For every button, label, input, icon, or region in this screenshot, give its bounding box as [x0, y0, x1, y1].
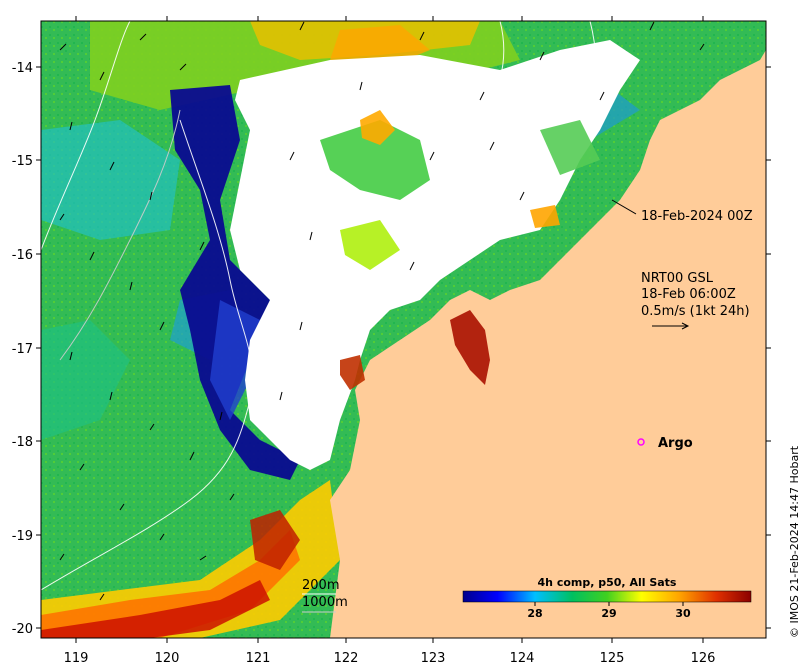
y-tick-label: -16 [12, 248, 33, 263]
date-pointer-line [611, 199, 637, 215]
x-tick-label: 123 [421, 651, 446, 666]
contour-200m-label: 200m [302, 578, 339, 593]
colorbar-gradient [462, 590, 752, 603]
current-scale-arrow [652, 322, 690, 330]
y-axis-labels: -14 -15 -16 -17 -18 -19 -20 [12, 61, 33, 637]
axis-ticks [36, 16, 771, 643]
colorbar-tick-label: 29 [601, 607, 616, 620]
x-tick-label: 125 [600, 651, 625, 666]
colorbar-tick-label: 30 [675, 607, 691, 620]
argo-label: Argo [658, 436, 693, 451]
date-annotation: 18-Feb-2024 00Z [641, 209, 753, 224]
colorbar: 4h comp, p50, All Sats 28 29 30 [462, 576, 752, 620]
x-tick-label: 121 [246, 651, 271, 666]
y-tick-label: -15 [12, 154, 33, 169]
x-tick-label: 122 [334, 651, 359, 666]
argo-float-marker [637, 438, 645, 446]
y-tick-label: -19 [12, 529, 33, 544]
x-tick-label: 119 [64, 651, 89, 666]
current-scale-label: 0.5m/s (1kt 24h) [641, 304, 750, 319]
x-axis-labels: 119 120 121 122 123 124 125 126 [64, 651, 716, 666]
current-product-title: NRT00 GSL [641, 271, 714, 286]
x-tick-label: 120 [155, 651, 180, 666]
colorbar-title: 4h comp, p50, All Sats [538, 576, 677, 589]
current-vectors [59, 21, 705, 601]
plot-area [41, 21, 766, 638]
y-tick-label: -17 [12, 342, 33, 357]
x-tick-label: 124 [510, 651, 535, 666]
y-tick-label: -14 [12, 61, 33, 76]
plot-frame [40, 20, 767, 639]
y-tick-label: -18 [12, 435, 33, 450]
y-tick-label: -20 [12, 622, 33, 637]
colorbar-tick-label: 28 [527, 607, 542, 620]
imos-credit: © IMOS 21-Feb-2024 14:47 Hobart [788, 445, 801, 638]
x-tick-label: 126 [691, 651, 716, 666]
current-timestamp: 18-Feb 06:00Z [641, 287, 736, 302]
contour-1000m-label: 1000m [302, 595, 348, 610]
land [330, 21, 766, 638]
